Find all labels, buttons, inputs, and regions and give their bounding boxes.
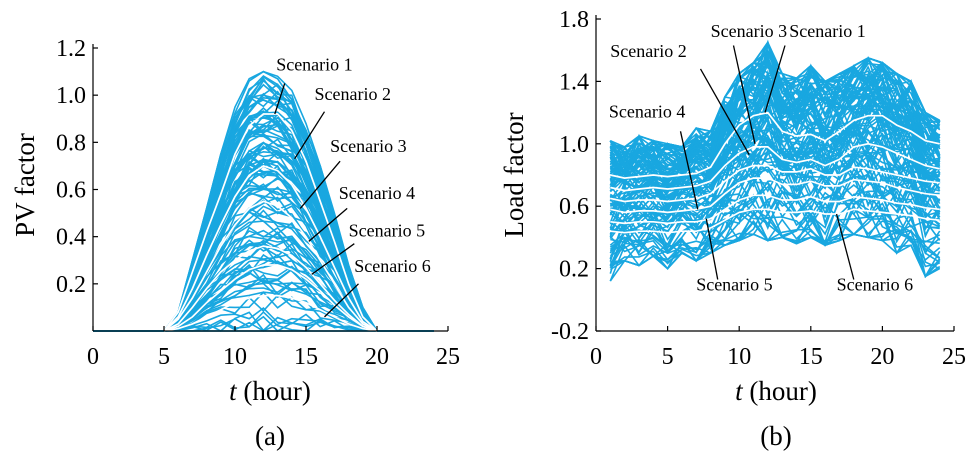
load-annotation-label: Scenario 3 [711, 21, 787, 41]
load-annotation-leader [699, 68, 750, 156]
load-scenario-4-line [610, 177, 940, 214]
load-sample-line [609, 131, 940, 216]
pv-sample-line [93, 271, 434, 332]
load-sample-line [610, 61, 941, 175]
pv-scenario-2-line [163, 164, 378, 332]
pv-sample-line [93, 311, 434, 332]
load-annotation-label: Scenario 5 [696, 274, 772, 294]
load-y-tick-label: 1.0 [559, 132, 589, 158]
load-sample-line [609, 156, 940, 234]
load-sample-line [609, 189, 941, 261]
pv-annotation-label: Scenario 6 [354, 256, 430, 276]
pv-annotation-label: Scenario 1 [276, 54, 352, 74]
load-annotation-leader [732, 45, 756, 144]
load-sample-line [609, 135, 941, 225]
load-y-tick-label: 0.2 [559, 257, 589, 283]
pv-annotation-leader [274, 83, 286, 115]
load-scenario-1-line [610, 111, 940, 179]
pv-sample-line [93, 83, 434, 332]
pv-annotation-label: Scenario 2 [315, 84, 391, 104]
load-y-tick-label: 0.6 [559, 194, 589, 220]
load-sample-line [610, 90, 941, 189]
load-sample-line [609, 124, 941, 219]
pv-annotation-leader [324, 283, 359, 318]
pv-scenario-3-line [163, 200, 378, 332]
load-x-tick-label: 10 [727, 344, 751, 370]
pv-y-tick-label: 0.8 [56, 130, 86, 156]
pv-x-tick-label: 5 [158, 344, 170, 370]
load-x-tick-label: 5 [662, 344, 674, 370]
pv-annotation-label: Scenario 3 [330, 136, 406, 156]
pv-xlabel-italic: t [229, 376, 238, 406]
load-panel-label: (b) [760, 421, 791, 451]
pv-annotation-leader [308, 207, 348, 242]
pv-x-tick-label: 10 [223, 344, 247, 370]
load-x-tick-label: 25 [942, 344, 966, 370]
load-xlabel-italic: t [735, 376, 744, 406]
load-annotation-label: Scenario 6 [837, 274, 913, 294]
load-annotation-label: Scenario 4 [609, 101, 685, 121]
pv-xlabel-rest: (hour) [237, 376, 311, 406]
load-scenario-6-line [610, 208, 940, 234]
pv-sample-line [93, 315, 434, 332]
load-scenario-2-line [610, 142, 940, 192]
pv-sample-line [93, 310, 434, 332]
pv-y-tick-label: 1.0 [56, 83, 86, 109]
pv-y-tick-label: 0.6 [56, 178, 86, 204]
load-sample-line [609, 173, 941, 259]
load-annotation-leader [764, 45, 786, 113]
load-x-tick-label: 0 [590, 344, 602, 370]
load-annotation-leader [835, 213, 855, 280]
load-ylabel: Load factor [499, 112, 529, 237]
pv-xlabel: t (hour) [229, 376, 311, 406]
pv-y-tick-label: 1.2 [56, 36, 86, 62]
load-annotation-leader [679, 131, 699, 210]
pv-scenario-1-line [163, 113, 378, 332]
pv-scenario-6-line [163, 294, 378, 332]
load-xlabel-rest: (hour) [743, 376, 817, 406]
pv-sample-line [93, 268, 434, 332]
pv-sample-line [93, 281, 434, 332]
load-y-tick-label: 1.8 [559, 7, 589, 33]
load-y-tick-label: 1.4 [559, 69, 589, 95]
pv-chart-panel: 0 5 10 15 20 25 0.2 0.4 0.6 0.8 1.0 1.2 Scenario 1 Sc… [56, 36, 460, 370]
load-band-lower-edge [609, 233, 941, 282]
pv-scenario-5-line [163, 264, 378, 332]
load-band-upper-edge [609, 40, 941, 148]
pv-sample-line [93, 83, 434, 332]
pv-ylabel: PV factor [10, 133, 40, 237]
pv-scenario-4-line [163, 245, 378, 332]
load-sample-line [609, 111, 940, 214]
pv-y-tick-label: 0.2 [56, 272, 86, 298]
pv-annotation-leader [299, 160, 341, 209]
load-annotation-label: Scenario 2 [610, 41, 686, 61]
pv-panel-label: (a) [255, 421, 285, 451]
load-sample-line [609, 171, 941, 260]
load-annotation-label: Scenario 1 [789, 21, 865, 41]
load-x-tick-label: 15 [799, 344, 823, 370]
pv-annotation-leader [294, 111, 326, 160]
load-scenario-5-line [610, 194, 940, 225]
pv-annotation-leader [311, 243, 355, 275]
load-sample-line [609, 198, 941, 279]
load-y-tick-label: -0.2 [551, 319, 589, 345]
pv-x-tick-label: 0 [87, 344, 99, 370]
pv-x-tick-label: 15 [294, 344, 318, 370]
pv-annotation-label: Scenario 4 [339, 183, 415, 203]
load-x-tick-label: 20 [870, 344, 894, 370]
pv-x-tick-label: 25 [436, 344, 460, 370]
load-annotation-leader [705, 218, 719, 280]
load-xlabel: t (hour) [735, 376, 817, 406]
load-scenario-3-line [610, 164, 940, 203]
pv-x-tick-label: 20 [365, 344, 389, 370]
load-sample-line [609, 68, 941, 185]
pv-y-tick-label: 0.4 [56, 225, 86, 251]
load-sample-line [609, 110, 941, 214]
pv-annotation-label: Scenario 5 [349, 221, 425, 241]
